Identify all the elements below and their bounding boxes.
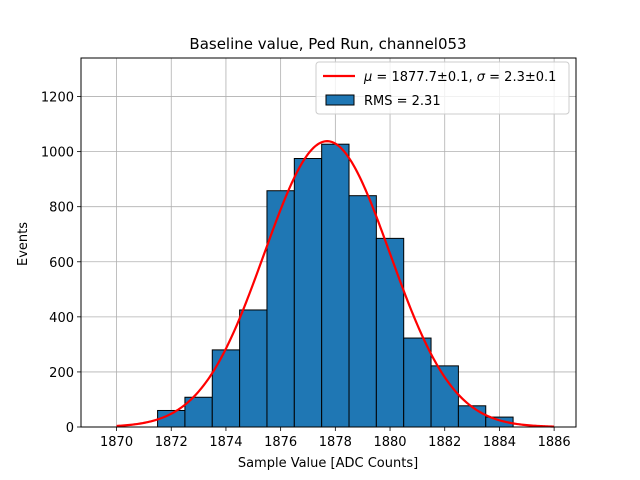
x-tick-label: 1886 [538, 435, 571, 450]
x-tick-label: 1872 [155, 435, 188, 450]
y-tick-label: 600 [49, 256, 74, 271]
histogram-bar [348, 195, 377, 428]
histogram-bar [266, 190, 295, 428]
x-tick-label: 1874 [209, 435, 242, 450]
x-tick-label: 1870 [100, 435, 133, 450]
fit-curve-group [116, 140, 555, 428]
x-tick-label: 1880 [373, 435, 406, 450]
x-tick-label: 1878 [319, 435, 352, 450]
histogram-bar [239, 309, 268, 428]
histogram-bar [375, 237, 405, 428]
histogram-bar [321, 143, 350, 428]
y-axis-label: Events [16, 222, 31, 266]
y-tick-label: 1200 [41, 91, 74, 106]
histogram-bar [293, 158, 323, 428]
y-tick-label: 0 [66, 421, 74, 436]
chart-title: Baseline value, Ped Run, channel053 [189, 35, 466, 53]
legend: μ = 1877.7±0.1, σ = 2.3±0.1 RMS = 2.31 [315, 61, 570, 115]
y-tick-label: 400 [49, 311, 74, 326]
y-tick-label: 1000 [41, 146, 74, 161]
histogram-bar [403, 337, 432, 428]
legend-sigma-text: = 2.3±0.1 [485, 70, 556, 85]
legend-sigma-symbol: σ [477, 70, 486, 85]
y-tick-label: 200 [49, 366, 74, 381]
gaussian-fit-curve [116, 140, 555, 428]
x-tick-label: 1884 [483, 435, 516, 450]
histogram-bars [157, 143, 514, 428]
y-axis-ticks: 0 200 400 600 800 1000 1200 [41, 91, 81, 436]
legend-hist-swatch [325, 94, 355, 106]
legend-mu-symbol: μ [363, 70, 372, 85]
x-tick-label: 1876 [264, 435, 297, 450]
legend-box [315, 61, 570, 115]
plot-frame [80, 57, 577, 428]
legend-hist-label: RMS = 2.31 [364, 94, 441, 109]
x-axis-label: Sample Value [ADC Counts] [238, 456, 418, 471]
legend-fit-label: μ = 1877.7±0.1, σ = 2.3±0.1 [363, 70, 556, 85]
x-axis-ticks: 1870 1872 1874 1876 1878 1880 1882 1884 1886 [100, 427, 571, 450]
x-tick-label: 1882 [428, 435, 461, 450]
histogram-bar [457, 405, 487, 428]
y-tick-label: 800 [49, 201, 74, 216]
legend-mu-text: = 1877.7±0.1, [372, 70, 476, 85]
histogram-bar [211, 349, 241, 428]
histogram-bar [430, 365, 459, 428]
